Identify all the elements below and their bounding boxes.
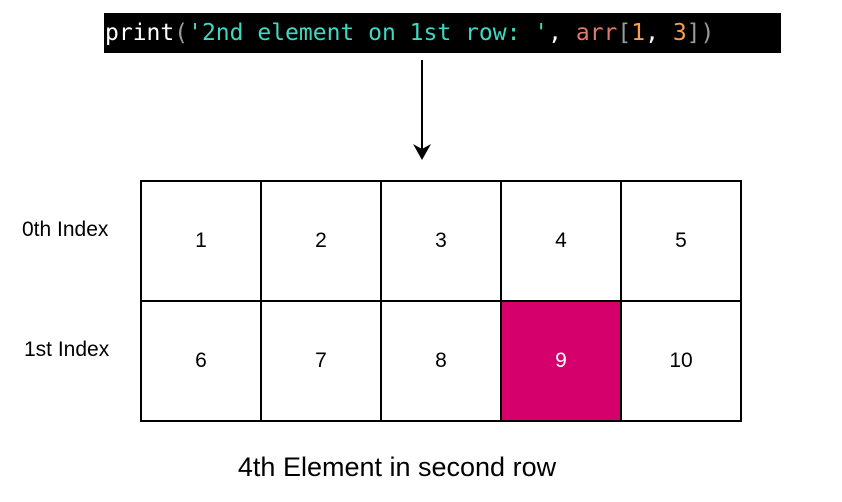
code-token: '2nd element on 1st row: ' xyxy=(188,20,549,46)
array-grid: 1 2 3 4 5 6 7 8 9 10 xyxy=(140,180,742,422)
code-token: [ xyxy=(617,20,632,46)
array-cell: 1 xyxy=(142,182,262,302)
code-token: ( xyxy=(174,20,189,46)
code-token: 1 xyxy=(631,20,646,46)
code-token: , xyxy=(548,20,576,46)
code-token: arr xyxy=(575,20,618,46)
row-label-0: 0th Index xyxy=(22,218,109,241)
code-token: print xyxy=(105,20,175,46)
caption: 4th Element in second row xyxy=(237,452,557,482)
array-cell: 2 xyxy=(262,182,382,302)
code-token: ]) xyxy=(686,20,715,46)
row-label-1: 1st Index xyxy=(24,338,110,361)
array-cell: 6 xyxy=(142,302,262,422)
code-token: 3 xyxy=(672,20,687,46)
array-cell: 8 xyxy=(382,302,502,422)
down-arrow-icon xyxy=(413,60,431,160)
array-cell: 3 xyxy=(382,182,502,302)
highlighted-cell: 9 xyxy=(502,302,622,422)
code-line: print('2nd element on 1st row: ', arr[1,… xyxy=(104,13,781,53)
array-cell: 5 xyxy=(622,182,742,302)
array-cell: 7 xyxy=(262,302,382,422)
code-token: , xyxy=(645,20,673,46)
array-cell: 4 xyxy=(502,182,622,302)
array-cell: 10 xyxy=(622,302,742,422)
